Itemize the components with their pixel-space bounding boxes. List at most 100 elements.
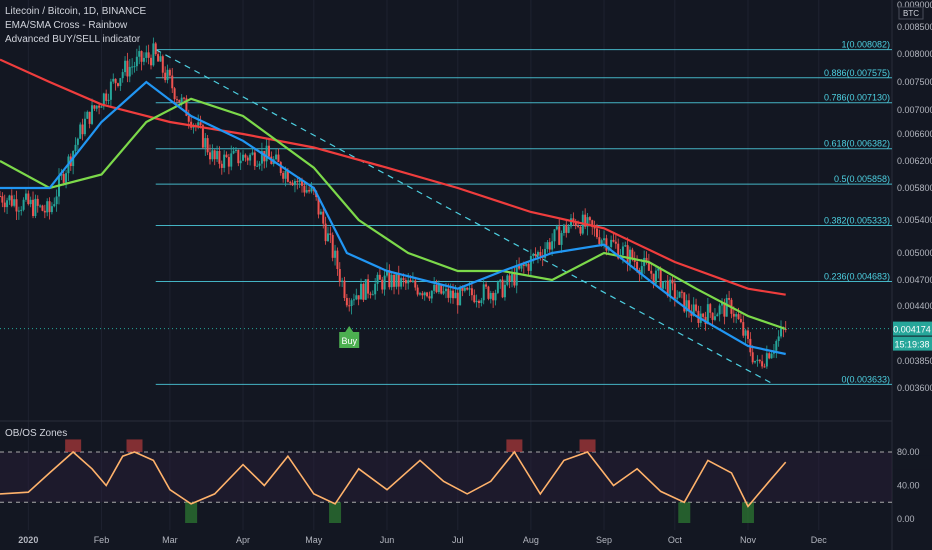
buy-label: Buy: [341, 336, 357, 346]
candle-body: [267, 145, 270, 157]
candle-body: [761, 361, 764, 367]
candle-body: [317, 197, 320, 215]
candle-body: [593, 227, 596, 229]
candle-body: [83, 118, 86, 135]
overbought-zone: [506, 439, 523, 452]
candle-body: [225, 154, 228, 158]
price-tick: 0.005400: [897, 215, 932, 225]
candle-body: [603, 238, 606, 241]
candle-body: [86, 111, 89, 119]
candle-body: [428, 296, 431, 299]
candle-body: [666, 280, 669, 296]
candle-body: [41, 205, 44, 211]
candle-body: [659, 268, 662, 289]
candle-body: [249, 154, 252, 161]
candle-body: [624, 245, 627, 247]
candle-body: [567, 226, 570, 233]
candle-body: [780, 328, 783, 337]
countdown-tag: [893, 336, 932, 351]
candle-body: [258, 163, 261, 166]
candle-body: [296, 181, 299, 183]
candle-body: [440, 284, 443, 294]
candle-body: [242, 154, 245, 161]
candle-body: [742, 322, 745, 336]
time-tick: Apr: [236, 535, 250, 545]
fib-label: 0.618(0.006382): [824, 139, 890, 149]
candle-body: [437, 284, 440, 293]
candle-body: [553, 229, 556, 242]
price-tick: 0.008000: [897, 49, 932, 59]
candle-body: [352, 299, 355, 301]
candle-body: [501, 279, 504, 298]
oscillator-band: [0, 452, 892, 503]
candle-body: [692, 304, 695, 316]
oscillator-title[interactable]: OB/OS Zones: [5, 428, 68, 439]
candle-body: [636, 261, 639, 270]
candle-body: [695, 304, 698, 311]
candle-body: [768, 353, 771, 359]
candle-body: [470, 288, 473, 296]
candle-body: [723, 302, 726, 317]
candle-body: [1, 196, 4, 203]
candle-body: [664, 280, 667, 283]
candle-body: [508, 275, 511, 282]
candle-body: [718, 305, 721, 315]
candle-body: [645, 257, 648, 263]
candle-body: [558, 226, 561, 245]
candle-body: [334, 250, 337, 258]
candle-body: [79, 124, 82, 139]
fib-label: 0.236(0.004683): [824, 271, 890, 281]
candle-body: [647, 262, 650, 271]
candle-body: [140, 51, 143, 62]
candle-body: [751, 352, 754, 363]
candle-body: [329, 233, 332, 235]
candle-body: [105, 93, 108, 101]
candle-body: [397, 272, 400, 287]
candle-body: [15, 199, 18, 212]
buy-marker-shape: [339, 326, 360, 348]
candle-body: [532, 253, 535, 256]
candle-body: [503, 284, 506, 298]
price-tick: 0.007500: [897, 77, 932, 87]
candle-body: [612, 239, 615, 242]
indicator-buy-sell[interactable]: Advanced BUY/SELL indicator: [5, 34, 141, 45]
candle-body: [770, 353, 773, 359]
candle-body: [128, 66, 131, 77]
candle-body: [480, 300, 483, 304]
candle-body: [185, 98, 188, 116]
candle-body: [499, 279, 502, 283]
candle-body: [326, 233, 329, 242]
candle-body: [579, 226, 582, 234]
candle-body: [520, 264, 523, 269]
candle-body: [673, 283, 676, 299]
last-price-value: 0.004174: [893, 325, 931, 335]
candle-body: [754, 360, 757, 363]
candle-body: [95, 105, 98, 109]
candle-body: [362, 283, 365, 300]
candle-body: [678, 291, 681, 298]
candle-body: [284, 170, 287, 179]
candle-body: [150, 57, 153, 66]
candle-body: [293, 181, 296, 186]
candle-body: [367, 279, 370, 294]
candle-body: [343, 280, 346, 299]
candle-body: [732, 313, 735, 317]
candle-body: [213, 150, 216, 160]
candle-body: [265, 145, 268, 162]
time-tick: May: [305, 535, 323, 545]
fib-levels: 1(0.008082) 0.886(0.007575) 0.786(0.007130…: [155, 40, 892, 385]
indicator-ema-sma[interactable]: EMA/SMA Cross - Rainbow: [5, 20, 128, 31]
candle-body: [209, 152, 211, 160]
time-tick: Nov: [740, 535, 757, 545]
candle-body: [565, 224, 568, 233]
candle-body: [74, 144, 77, 152]
candle-body: [183, 97, 186, 99]
candle-body: [652, 273, 655, 284]
candle-body: [227, 157, 230, 167]
candle-body: [393, 274, 396, 287]
candle-body: [669, 279, 672, 296]
oscillator-line: [0, 450, 787, 508]
candle-body: [48, 201, 51, 213]
candle-body: [416, 287, 419, 295]
